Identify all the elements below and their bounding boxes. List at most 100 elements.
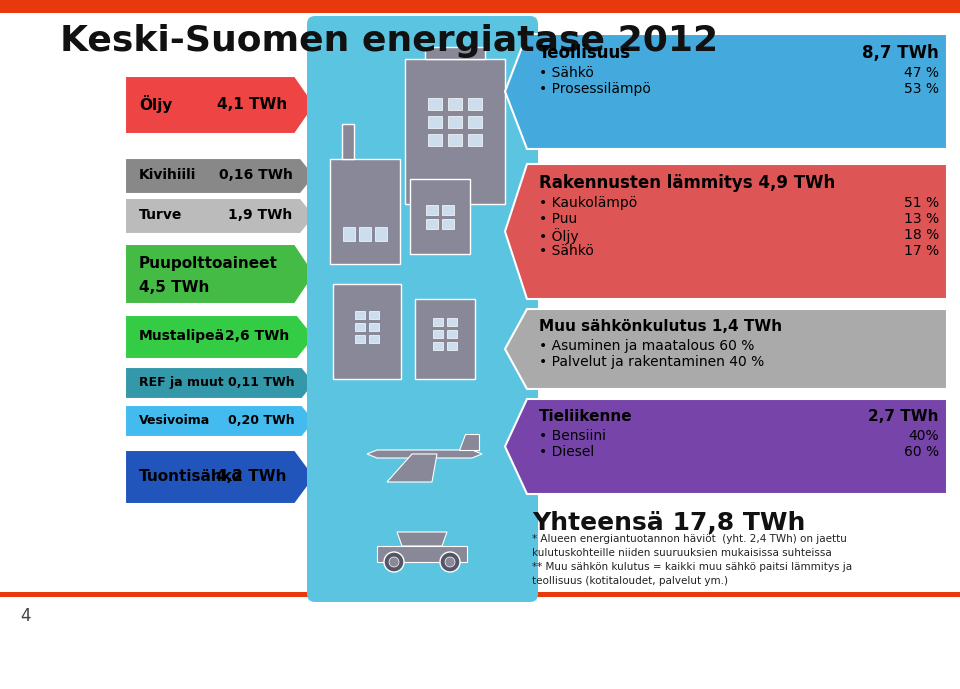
Text: 4,1 TWh: 4,1 TWh	[217, 96, 287, 112]
Polygon shape	[125, 198, 315, 234]
Text: * Alueen energiantuotannon häviöt  (yht. 2,4 TWh) on jaettu: * Alueen energiantuotannon häviöt (yht. …	[532, 534, 847, 544]
Text: 18 %: 18 %	[903, 227, 939, 242]
FancyBboxPatch shape	[433, 342, 443, 350]
Text: Teollisuus: Teollisuus	[539, 44, 631, 62]
FancyBboxPatch shape	[426, 205, 438, 214]
Polygon shape	[125, 76, 315, 134]
Text: • Bensiini: • Bensiini	[539, 429, 606, 443]
Text: 4,2 TWh: 4,2 TWh	[217, 469, 287, 484]
FancyBboxPatch shape	[425, 47, 485, 59]
Text: 13 %: 13 %	[904, 212, 939, 225]
FancyBboxPatch shape	[428, 134, 442, 145]
FancyBboxPatch shape	[375, 227, 387, 241]
FancyBboxPatch shape	[369, 311, 379, 318]
Polygon shape	[387, 454, 437, 482]
Text: Turve: Turve	[139, 208, 182, 222]
FancyBboxPatch shape	[333, 284, 401, 379]
FancyBboxPatch shape	[447, 330, 457, 338]
Polygon shape	[367, 450, 482, 458]
FancyBboxPatch shape	[468, 98, 482, 110]
FancyBboxPatch shape	[355, 311, 365, 318]
Text: teollisuus (kotitaloudet, palvelut ym.): teollisuus (kotitaloudet, palvelut ym.)	[532, 576, 728, 586]
Text: 47 %: 47 %	[904, 65, 939, 80]
Text: 0,20 TWh: 0,20 TWh	[228, 413, 294, 426]
Text: 53 %: 53 %	[904, 81, 939, 96]
Polygon shape	[505, 164, 947, 299]
Text: 2,7 TWh: 2,7 TWh	[869, 409, 939, 424]
Polygon shape	[125, 367, 315, 399]
FancyBboxPatch shape	[330, 159, 400, 264]
Text: Vesivoima: Vesivoima	[139, 413, 210, 426]
Text: 8,7 TWh: 8,7 TWh	[862, 44, 939, 62]
FancyBboxPatch shape	[428, 98, 442, 110]
FancyBboxPatch shape	[0, 592, 960, 597]
Text: ** Muu sähkön kulutus = kaikki muu sähkö paitsi lämmitys ja: ** Muu sähkön kulutus = kaikki muu sähkö…	[532, 562, 852, 572]
Polygon shape	[397, 532, 447, 546]
Circle shape	[384, 552, 404, 572]
Text: 51 %: 51 %	[904, 196, 939, 209]
FancyBboxPatch shape	[442, 205, 454, 214]
Text: • Öljy: • Öljy	[539, 227, 579, 243]
Polygon shape	[125, 244, 315, 304]
Text: Muu sähkönkulutus 1,4 TWh: Muu sähkönkulutus 1,4 TWh	[539, 319, 782, 334]
FancyBboxPatch shape	[343, 227, 355, 241]
FancyBboxPatch shape	[355, 334, 365, 342]
FancyBboxPatch shape	[448, 116, 462, 127]
Text: Rakennusten lämmitys 4,9 TWh: Rakennusten lämmitys 4,9 TWh	[539, 174, 835, 192]
FancyBboxPatch shape	[405, 59, 505, 204]
Text: • Diesel: • Diesel	[539, 445, 594, 459]
Text: Yhteensä 17,8 TWh: Yhteensä 17,8 TWh	[532, 511, 805, 535]
Text: • Puu: • Puu	[539, 212, 577, 225]
Text: 0,11 TWh: 0,11 TWh	[228, 376, 294, 389]
Polygon shape	[459, 434, 479, 450]
Text: • Asuminen ja maatalous 60 %: • Asuminen ja maatalous 60 %	[539, 339, 755, 353]
FancyBboxPatch shape	[468, 134, 482, 145]
Polygon shape	[125, 450, 315, 504]
Circle shape	[389, 557, 399, 567]
FancyBboxPatch shape	[369, 334, 379, 342]
Polygon shape	[125, 158, 315, 194]
Text: 4,5 TWh: 4,5 TWh	[139, 280, 209, 295]
FancyBboxPatch shape	[355, 322, 365, 331]
FancyBboxPatch shape	[448, 134, 462, 145]
Text: Mustalipeä: Mustalipeä	[139, 329, 226, 343]
Polygon shape	[125, 315, 315, 359]
FancyBboxPatch shape	[415, 299, 475, 379]
Text: Keski-Suomen energiatase 2012: Keski-Suomen energiatase 2012	[60, 24, 718, 58]
Text: • Prosessilämpö: • Prosessilämpö	[539, 81, 651, 96]
Text: • Kaukolämpö: • Kaukolämpö	[539, 196, 637, 209]
Polygon shape	[125, 405, 315, 437]
Text: 17 %: 17 %	[904, 244, 939, 258]
FancyBboxPatch shape	[307, 16, 538, 602]
Polygon shape	[377, 546, 467, 562]
FancyBboxPatch shape	[468, 116, 482, 127]
FancyBboxPatch shape	[433, 318, 443, 326]
Text: REF ja muut: REF ja muut	[139, 376, 224, 389]
Text: • Sähkö: • Sähkö	[539, 65, 594, 80]
Polygon shape	[505, 399, 947, 494]
FancyBboxPatch shape	[447, 342, 457, 350]
FancyBboxPatch shape	[359, 227, 371, 241]
Text: 1,9 TWh: 1,9 TWh	[228, 208, 293, 222]
Text: • Palvelut ja rakentaminen 40 %: • Palvelut ja rakentaminen 40 %	[539, 355, 764, 369]
Polygon shape	[505, 34, 947, 149]
Circle shape	[445, 557, 455, 567]
Text: 40%: 40%	[908, 429, 939, 443]
Text: Puupolttoaineet: Puupolttoaineet	[139, 256, 277, 271]
Circle shape	[440, 552, 460, 572]
FancyBboxPatch shape	[342, 124, 354, 159]
FancyBboxPatch shape	[447, 318, 457, 326]
FancyBboxPatch shape	[428, 116, 442, 127]
FancyBboxPatch shape	[433, 330, 443, 338]
Text: • Sähkö: • Sähkö	[539, 244, 594, 258]
Text: 0,16 TWh: 0,16 TWh	[219, 168, 293, 182]
FancyBboxPatch shape	[410, 179, 470, 254]
FancyBboxPatch shape	[426, 218, 438, 229]
Text: Tieliikenne: Tieliikenne	[539, 409, 633, 424]
FancyBboxPatch shape	[369, 322, 379, 331]
Text: 60 %: 60 %	[904, 445, 939, 459]
Text: kulutuskohteille niiden suuruuksien mukaisissa suhteissa: kulutuskohteille niiden suuruuksien muka…	[532, 548, 831, 558]
Text: Tuontisähkö: Tuontisähkö	[139, 469, 243, 484]
FancyBboxPatch shape	[448, 98, 462, 110]
FancyBboxPatch shape	[442, 218, 454, 229]
